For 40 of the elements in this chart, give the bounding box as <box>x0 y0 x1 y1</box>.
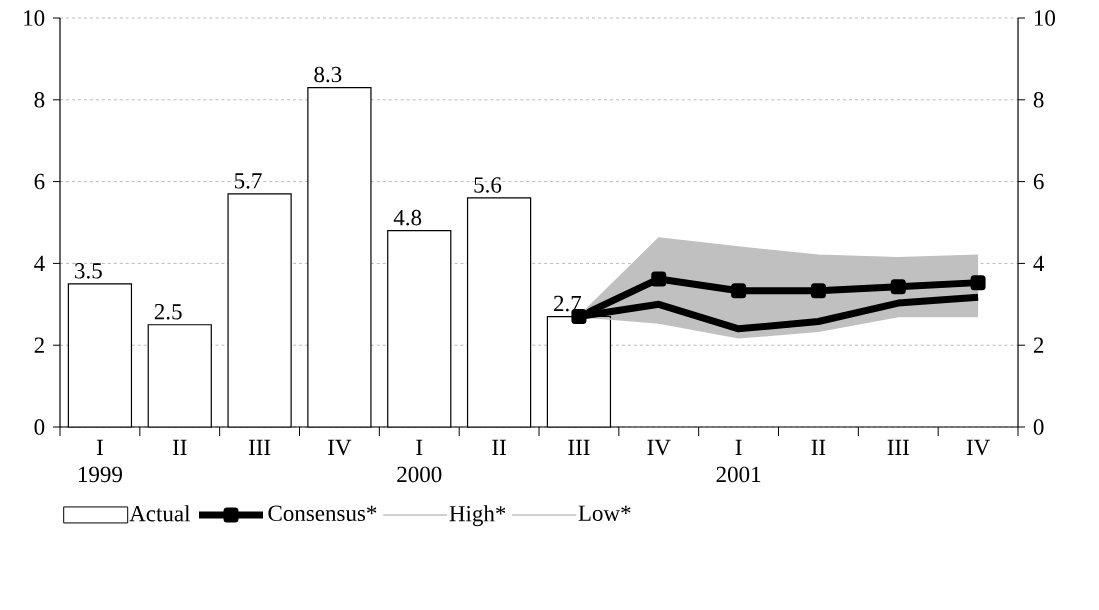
data-label: 8.3 <box>314 66 342 83</box>
y2-tick-label: 2 <box>1033 337 1044 353</box>
y-tick-label: 2 <box>34 337 44 353</box>
x-tick-label: I 1999 <box>78 439 122 483</box>
y-tick-label: 4 <box>34 255 45 271</box>
data-label: 2.7 <box>553 295 582 312</box>
y-tick-label: 8 <box>34 92 45 108</box>
x-tick-label: III <box>568 439 590 455</box>
x-tick-label: IV <box>647 439 671 456</box>
legend-label: Actual <box>129 505 191 522</box>
data-label: 5.6 <box>474 177 502 193</box>
data-label: 4.8 <box>393 209 422 226</box>
x-tick-label: IV <box>328 439 352 456</box>
x-tick-label: II <box>811 439 826 455</box>
point <box>810 283 826 299</box>
point <box>890 279 906 295</box>
y-tick-label: 10 <box>24 10 45 26</box>
x-tick-label: II <box>172 439 187 455</box>
data-label: 5.7 <box>234 173 262 189</box>
legend-label: Low* <box>578 505 631 521</box>
x-tick-label: IV <box>966 439 990 456</box>
x-tick-label: I 2000 <box>397 439 442 483</box>
y2-tick-label: 6 <box>1033 173 1044 190</box>
x-tick-label: II <box>492 439 506 455</box>
y-tick-label: 6 <box>34 173 45 190</box>
x-tick-label: III <box>887 439 909 455</box>
point <box>731 283 747 299</box>
point <box>970 275 986 291</box>
x-tick-label: I 2001 <box>716 439 761 483</box>
y2-tick-label: 8 <box>1033 92 1044 108</box>
y2-tick-label: 4 <box>1033 255 1045 271</box>
data-label: 3.5 <box>75 263 102 279</box>
data-label: 2.5 <box>154 304 182 320</box>
y2-tick-label: 10 <box>1034 10 1056 26</box>
y2-tick-label: 0 <box>1033 419 1044 435</box>
x-tick-label: III <box>248 439 271 455</box>
point <box>651 271 667 287</box>
legend-label: Consensus* <box>268 505 377 522</box>
legend-label: High* <box>449 505 506 527</box>
y-tick-label: 0 <box>34 419 45 435</box>
